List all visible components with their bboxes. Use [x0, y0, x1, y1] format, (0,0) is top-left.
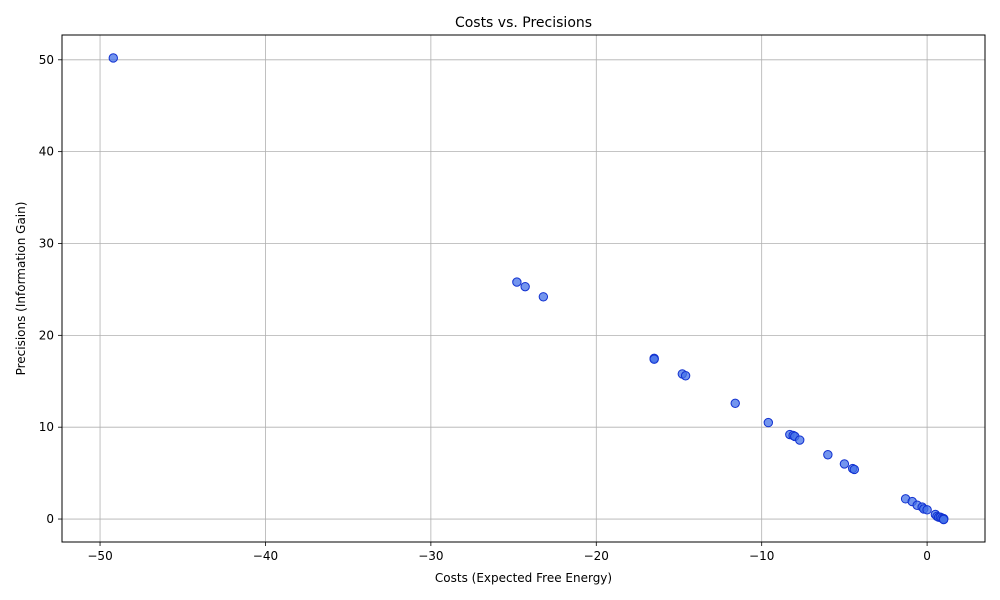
- x-tick-label: −40: [253, 549, 278, 563]
- chart-title: Costs vs. Precisions: [455, 15, 592, 31]
- data-point: [922, 505, 932, 515]
- y-tick-label: 0: [46, 512, 54, 526]
- data-point: [763, 417, 774, 428]
- data-point: [520, 281, 530, 292]
- y-tick-label: 40: [39, 145, 54, 159]
- data-point: [680, 371, 691, 381]
- plot-area-frame: [61, 34, 986, 543]
- data-point: [730, 398, 740, 409]
- x-tick-label: −10: [749, 549, 774, 563]
- data-point: [938, 514, 949, 525]
- data-point: [849, 464, 860, 475]
- grid: [62, 35, 985, 542]
- data-point: [649, 354, 659, 364]
- y-tick-label: 10: [39, 420, 54, 434]
- x-tick-label: 0: [923, 549, 931, 563]
- y-tick-label: 50: [39, 53, 54, 67]
- x-tick-label: −50: [87, 549, 112, 563]
- data-point: [795, 435, 805, 445]
- data-point: [512, 277, 522, 287]
- y-tick-label: 20: [39, 328, 54, 342]
- x-tick-label: −30: [418, 549, 443, 563]
- y-tick-label: 30: [39, 236, 54, 250]
- data-point: [108, 53, 118, 63]
- x-tick-label: −20: [584, 549, 609, 563]
- x-axis-label: Costs (Expected Free Energy): [435, 571, 612, 585]
- y-axis-label: Precisions (Information Gain): [14, 202, 28, 376]
- data-point: [823, 450, 833, 460]
- data-point: [839, 459, 850, 469]
- axis-ticks: −50 −40 −30 −20 −10 0 0 10 20 30 40 50: [39, 53, 931, 563]
- data-points: [108, 53, 949, 525]
- data-point: [538, 292, 549, 302]
